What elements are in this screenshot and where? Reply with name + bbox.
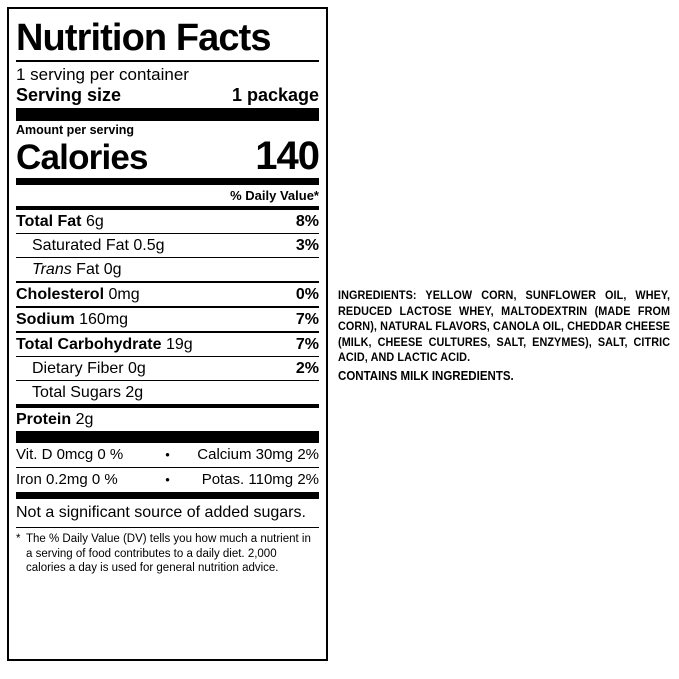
footnote-asterisk: * bbox=[16, 533, 21, 545]
divider-above-dietary-fiber bbox=[16, 356, 319, 357]
nutrient-row-total-fat: Total Fat 6g 8% bbox=[16, 210, 319, 233]
page-title: Nutrition Facts bbox=[16, 17, 272, 59]
nutrient-row-total-carbohydrate: Total Carbohydrate 19g 7% bbox=[16, 333, 319, 356]
nutrient-dv: 7% bbox=[295, 311, 319, 328]
divider-after-vitamins bbox=[16, 492, 319, 499]
nutrient-amount: 2g bbox=[125, 384, 144, 401]
nutrient-row-dietary-fiber: Dietary Fiber 0g 2% bbox=[16, 357, 319, 380]
nutrient-dv: 3% bbox=[295, 237, 319, 254]
vitamin-row: Vit. D 0mcg 0 % • Calcium 30mg 2% bbox=[16, 443, 319, 467]
divider-under-title bbox=[16, 60, 319, 62]
nutrient-name: Cholesterol bbox=[16, 286, 105, 303]
nutrient-dv: 7% bbox=[295, 336, 319, 353]
nutrient-row-saturated-fat: Saturated Fat 0.5g 3% bbox=[16, 234, 319, 257]
nutrient-name: Total Carbohydrate bbox=[16, 336, 162, 353]
divider-above-sodium bbox=[16, 306, 319, 308]
nutrient-row-cholesterol: Cholesterol 0mg 0% bbox=[16, 283, 319, 306]
serving-size-row: Serving size 1 package bbox=[16, 85, 319, 106]
divider-above-footnote bbox=[16, 527, 319, 528]
calories-value: 140 bbox=[255, 134, 320, 178]
nutrient-dv: 0% bbox=[295, 286, 319, 303]
nutrient-amount: 0mg bbox=[108, 286, 140, 303]
daily-value-header: % Daily Value* bbox=[230, 188, 319, 203]
nutrient-name: Protein bbox=[16, 411, 72, 428]
vitamin-right-value: Calcium 30mg 2% bbox=[197, 446, 319, 463]
contains-allergen-statement: CONTAINS MILK INGREDIENTS. bbox=[338, 367, 514, 383]
footnote-text: The % Daily Value (DV) tells you how muc… bbox=[26, 533, 311, 574]
vitamin-right-value: Potas. 110mg 2% bbox=[201, 471, 319, 488]
nutrient-name: Saturated Fat bbox=[32, 237, 129, 254]
divider-above-total-sugars bbox=[16, 380, 319, 381]
servings-per-container: 1 serving per container bbox=[16, 65, 189, 84]
nutrient-amount: 0g bbox=[128, 360, 146, 377]
nutrient-row-protein: Protein 2g bbox=[16, 408, 319, 431]
divider-above-total-carbohydrate bbox=[16, 331, 319, 333]
bullet-separator-icon: • bbox=[165, 447, 170, 462]
amount-per-serving-label: Amount per serving bbox=[16, 123, 135, 137]
nutrition-facts-panel: Nutrition Facts 1 serving per container … bbox=[7, 7, 328, 661]
nutrient-name: Total Sugars bbox=[32, 384, 121, 401]
divider-above-protein bbox=[16, 404, 319, 408]
divider-thick-above-vitamins bbox=[16, 431, 319, 443]
nutrient-row-total-sugars: Total Sugars 2g bbox=[16, 381, 319, 404]
ingredients-statement: INGREDIENTS: YELLOW CORN, SUNFLOWER OIL,… bbox=[338, 288, 670, 366]
serving-size-label: Serving size bbox=[16, 85, 122, 105]
vitamin-row: Iron 0.2mg 0 % • Potas. 110mg 2% bbox=[16, 468, 319, 492]
nutrient-row-sodium: Sodium 160mg 7% bbox=[16, 308, 319, 331]
nutrient-dv: 2% bbox=[295, 360, 319, 377]
divider-above-saturated-fat bbox=[16, 233, 319, 234]
divider-above-cholesterol bbox=[16, 281, 319, 283]
not-significant-source-note: Not a significant source of added sugars… bbox=[16, 504, 306, 521]
vitamin-left-value: Vit. D 0mcg 0 % bbox=[16, 446, 124, 463]
calories-row: Calories 140 bbox=[16, 134, 320, 178]
bullet-separator-icon: • bbox=[165, 472, 170, 487]
ingredients-heading: INGREDIENTS: bbox=[338, 288, 417, 302]
nutrient-amount: 160mg bbox=[79, 311, 129, 328]
vitamin-left-value: Iron 0.2mg 0 % bbox=[16, 471, 118, 488]
divider-above-total-fat bbox=[16, 206, 319, 210]
divider-after-calories bbox=[16, 178, 319, 185]
ingredients-list: YELLOW CORN, SUNFLOWER OIL, WHEY, REDUCE… bbox=[338, 288, 671, 365]
nutrient-amount: 0.5g bbox=[133, 237, 165, 254]
divider-thick-after-serving-size bbox=[16, 108, 319, 121]
nutrient-name: Dietary Fiber bbox=[32, 360, 124, 377]
nutrient-name: Trans bbox=[32, 261, 72, 278]
divider-between-vitamin-rows bbox=[16, 467, 319, 468]
nutrient-dv: 8% bbox=[295, 213, 319, 230]
nutrient-name: Total Fat bbox=[16, 213, 82, 230]
divider-above-trans-fat bbox=[16, 257, 319, 258]
ingredients-panel: INGREDIENTS: YELLOW CORN, SUNFLOWER OIL,… bbox=[338, 288, 672, 384]
nutrient-name: Sodium bbox=[16, 311, 75, 328]
serving-size-value: 1 package bbox=[231, 85, 319, 105]
daily-value-footnote: * The % Daily Value (DV) tells you how m… bbox=[16, 528, 319, 576]
nutrient-amount: 2g bbox=[75, 411, 94, 428]
nutrient-amount: 19g bbox=[165, 336, 193, 353]
calories-label: Calories bbox=[16, 138, 149, 177]
nutrient-row-trans-fat: Trans Fat 0g bbox=[16, 258, 319, 281]
nutrient-amount: 6g bbox=[85, 213, 104, 230]
nutrient-amount: Fat 0g bbox=[76, 261, 122, 278]
